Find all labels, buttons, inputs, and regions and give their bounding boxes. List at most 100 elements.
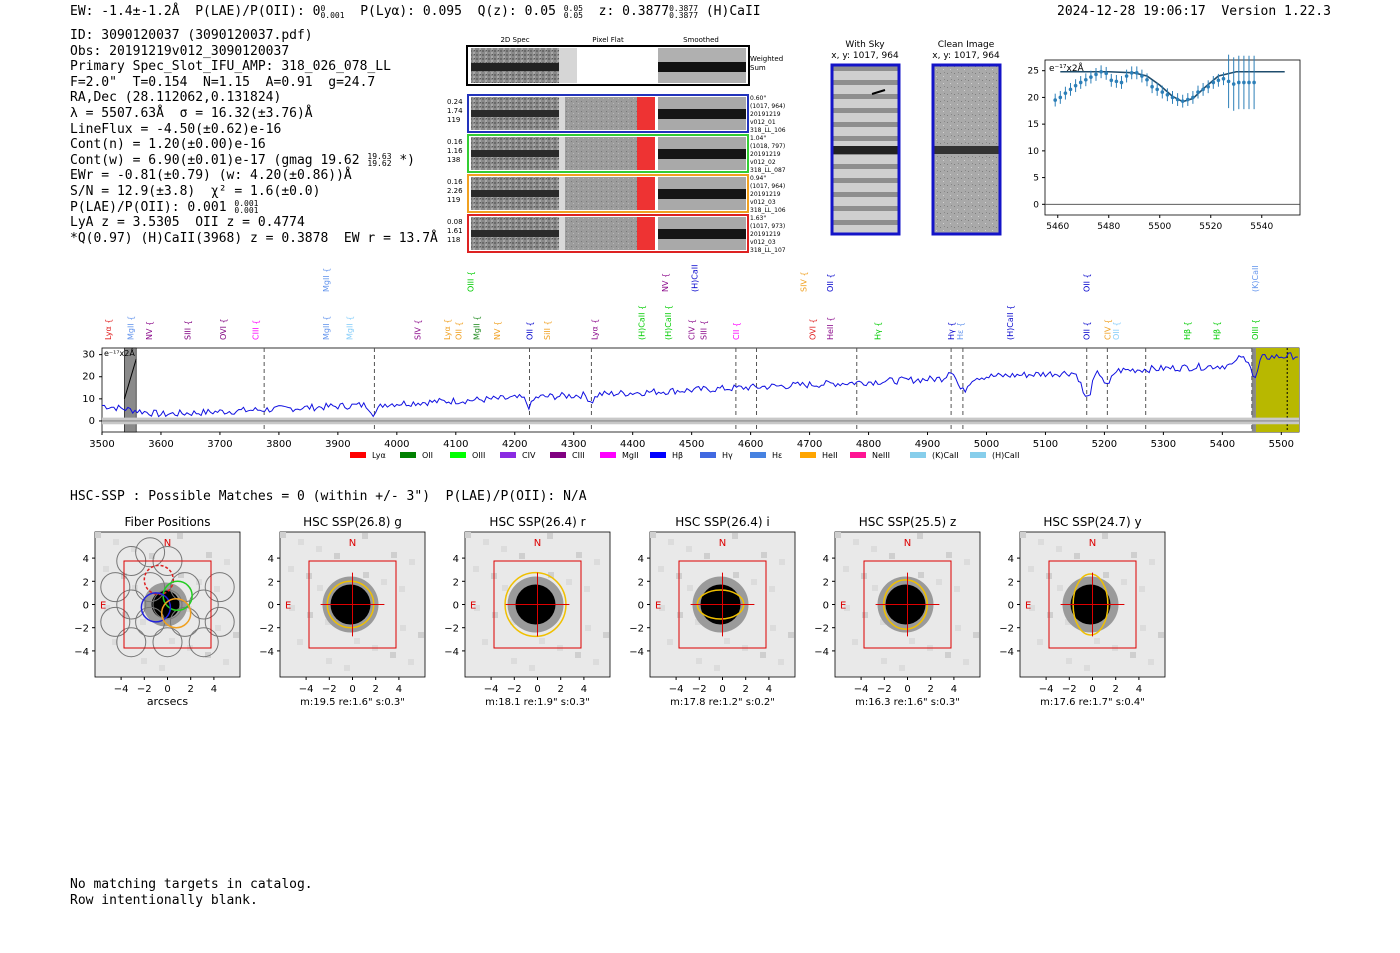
- line-label: CIV {: [688, 319, 697, 340]
- hsc-ytick-label: −2: [259, 624, 274, 635]
- hsc-noise-pixel: [1102, 533, 1108, 539]
- hsc-noise-pixel: [113, 539, 119, 545]
- hsc-noise-pixel: [1131, 552, 1137, 558]
- zoom-point: [1058, 95, 1063, 100]
- hsc-xtick-label: 0: [534, 684, 540, 695]
- clean-image: [931, 63, 1002, 236]
- hsc-ytick-label: 4: [268, 554, 274, 565]
- footer-line-2: Row intentionally blank.: [70, 892, 258, 908]
- full-xtick-label: 4900: [915, 439, 940, 450]
- cutout-row-frame: [467, 134, 749, 173]
- hsc-ytick-label: 2: [638, 577, 644, 588]
- header-z-sup: 0.3877: [669, 3, 699, 13]
- line-label: CIII {: [251, 320, 260, 340]
- cutout-row-stat: 0.16: [447, 178, 463, 186]
- fiber-circle: [152, 627, 183, 658]
- hsc-caption: m:17.6 re:1.7" s:0.4": [1040, 697, 1145, 708]
- hsc-noise-pixel: [1158, 632, 1164, 638]
- cutout-header-flat: Pixel Flat: [592, 36, 624, 44]
- legend-swatch: [700, 452, 716, 458]
- hsc-ytick-label: −4: [999, 647, 1014, 658]
- hsc-noise-pixel: [955, 625, 961, 631]
- line-label: SIV {: [800, 271, 809, 292]
- hsc-noise-pixel: [732, 533, 738, 539]
- hsc-noise-pixel: [492, 612, 498, 618]
- hsc-noise-pixel: [483, 539, 489, 545]
- line-label: SIII {: [184, 320, 193, 340]
- line-label: OII {: [1112, 321, 1121, 340]
- line-label: NV {: [661, 273, 670, 292]
- cutout-row-meta: 318_LL_106: [750, 207, 786, 214]
- hsc-noise-pixel: [1074, 553, 1080, 559]
- info-sn: S/N = 12.9(±3.8) χ² = 1.6(±0.0): [70, 183, 321, 199]
- north-label: N: [164, 538, 171, 549]
- zoom-point: [1129, 71, 1134, 75]
- hsc-noise-pixel: [964, 559, 970, 565]
- legend-label: Hβ: [672, 451, 683, 460]
- zoom-ytick-label: 15: [1028, 120, 1039, 130]
- zoom-point: [1231, 82, 1236, 86]
- hsc-noise-pixel: [686, 546, 692, 552]
- hsc-noise-pixel: [862, 612, 868, 618]
- hsc-noise-pixel: [918, 572, 924, 578]
- full-xtick-label: 3600: [148, 439, 173, 450]
- east-label: E: [100, 601, 106, 612]
- line-label: OII {: [1083, 273, 1092, 292]
- hsc-noise-pixel: [889, 553, 895, 559]
- cutout-row-stat: 1.74: [447, 107, 463, 115]
- hsc-noise-pixel: [677, 612, 683, 618]
- zoom-point: [1084, 77, 1088, 82]
- cutout-row-meta: 20191219: [750, 111, 781, 118]
- cutout-row-meta: 20191219: [750, 151, 781, 158]
- legend-swatch: [600, 452, 616, 458]
- info-plae: P(LAE)/P(OII): 0.001 0.001 0.001: [70, 200, 438, 216]
- hsc-noise-pixel: [317, 585, 323, 591]
- hsc-noise-pixel: [399, 586, 405, 592]
- hsc-noise-pixel: [1056, 546, 1062, 552]
- cutout-panel: 2D Spec Pixel Flat Smoothed Weighted Sum…: [447, 36, 786, 254]
- zoom-point: [1119, 80, 1124, 85]
- header-meta: 2024-12-28 19:06:17 Version 1.22.3: [1057, 4, 1331, 19]
- hsc-ytick-label: 4: [453, 554, 459, 565]
- hsc-ytick-label: 0: [453, 601, 459, 612]
- hsc-noise-pixel: [1028, 566, 1034, 572]
- info-obs: Obs: 20191219v012_3090120037: [70, 43, 290, 59]
- hsc-noise-pixel: [132, 585, 138, 591]
- hsc-noise-pixel: [696, 658, 702, 664]
- hsc-ytick-label: −2: [444, 624, 459, 635]
- zoom-point: [1150, 84, 1154, 89]
- hsc-panel-title: HSC SSP(26.8) g: [303, 515, 402, 529]
- hsc-xtick-label: −2: [322, 684, 337, 695]
- hsc-noise-pixel: [575, 652, 581, 658]
- hsc-noise-pixel: [1038, 539, 1044, 545]
- fiber-circle: [169, 606, 200, 637]
- cutout-row-meta: 1.04": [750, 135, 766, 142]
- cutout-row-stat: 2.26: [447, 187, 463, 195]
- zoom-point: [1170, 95, 1175, 100]
- cutout-flat: [565, 177, 637, 210]
- info-plae-sub: 0.001: [234, 206, 259, 216]
- hsc-noise-pixel: [917, 533, 923, 539]
- info-block: ID: 3090120037 (3090120037.pdf) Obs: 2019…: [70, 28, 438, 246]
- hsc-noise-pixel: [1121, 579, 1127, 585]
- hsc-panel-title: HSC SSP(26.4) i: [675, 515, 770, 529]
- full-xtick-label: 4000: [384, 439, 409, 450]
- cutout-flat-bad-column: [637, 217, 655, 250]
- zoom-ytick-label: 10: [1028, 147, 1040, 157]
- header-z-sub: 0.3877: [669, 10, 699, 20]
- info-contw-sup: 19.63: [367, 152, 392, 162]
- hsc-noise-pixel: [519, 553, 525, 559]
- with-sky-image: [830, 63, 901, 236]
- hsc-ytick-label: 0: [268, 601, 274, 612]
- hsc-noise-pixel: [852, 639, 858, 645]
- hsc-caption: m:18.1 re:1.9" s:0.3": [485, 697, 590, 708]
- line-label: OIII {: [467, 271, 476, 292]
- cutout-row-stat: 0.16: [447, 138, 463, 146]
- cutout-row-meta: v012_01: [750, 119, 776, 126]
- zoom-point: [1201, 87, 1205, 92]
- hsc-noise-pixel: [354, 638, 360, 644]
- zoom-point: [1252, 80, 1256, 85]
- line-label: OVI {: [809, 318, 818, 340]
- aperture-box: [493, 560, 582, 649]
